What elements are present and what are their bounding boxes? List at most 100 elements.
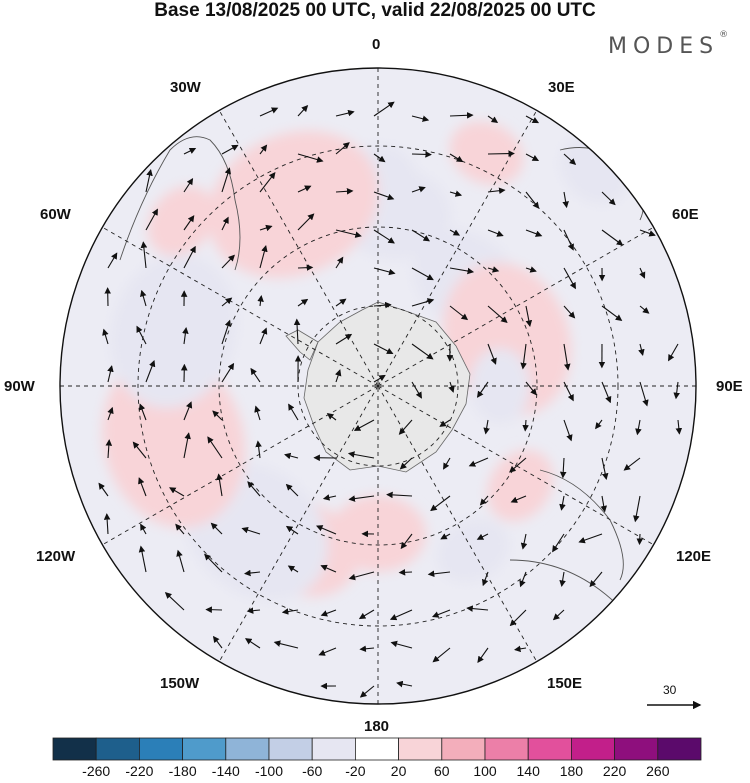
wind-arrow <box>601 457 609 480</box>
wind-arrow <box>509 457 527 473</box>
wind-arrow <box>284 452 299 460</box>
wind-arrow <box>145 169 153 193</box>
wind-arrow <box>107 365 114 383</box>
reference-vector-label: 30 <box>663 683 677 697</box>
wind-arrow <box>315 525 337 535</box>
wind-arrow <box>257 295 264 307</box>
colorbar-tick-label: 180 <box>559 763 584 779</box>
anomaly-contour <box>449 121 524 185</box>
wind-arrow <box>639 381 649 407</box>
wind-arrow <box>297 298 309 307</box>
wind-arrow <box>288 403 299 421</box>
wind-arrow <box>103 513 111 535</box>
brand-name: MODES <box>608 34 720 59</box>
lon-label-60e: 60E <box>672 206 699 223</box>
wind-arrow <box>353 419 375 431</box>
anomaly-field <box>102 121 651 661</box>
lon-label-120w: 120W <box>36 548 76 565</box>
colorbar-tick-label: -180 <box>168 763 197 779</box>
colorbar-tick-label: 100 <box>473 763 497 779</box>
wind-arrow <box>639 229 656 237</box>
wind-arrow <box>448 381 455 393</box>
wind-arrow <box>411 381 422 399</box>
wind-arrow <box>102 328 109 345</box>
wind-arrow <box>509 609 527 627</box>
wind-arrow <box>175 523 185 535</box>
wind-arrow <box>411 298 435 307</box>
wind-arrow <box>273 640 299 649</box>
wind-arrow <box>373 267 396 276</box>
wind-arrow <box>297 153 324 163</box>
wind-arrow <box>259 107 279 117</box>
wind-arrow <box>563 343 571 371</box>
colorbar-tick-label: 220 <box>602 763 627 779</box>
wind-arrow <box>589 571 603 588</box>
wind-arrow <box>297 264 314 271</box>
wind-arrow <box>411 267 434 281</box>
wind-arrow <box>400 533 413 550</box>
wind-arrow <box>449 112 474 119</box>
wind-arrow <box>287 565 299 573</box>
wind-arrow <box>247 481 261 497</box>
wind-arrow <box>216 473 223 497</box>
colorbar-swatch <box>182 737 227 761</box>
wind-arrow <box>559 571 566 587</box>
colorbar-tick-label: -260 <box>82 763 111 779</box>
wind-arrow <box>449 153 464 163</box>
wind-arrow <box>525 191 540 209</box>
wind-arrow <box>335 229 362 238</box>
lon-label-150e: 150E <box>547 675 583 692</box>
wind-arrow <box>250 367 261 383</box>
wind-arrow <box>241 526 261 535</box>
colorbar-swatch <box>138 737 183 761</box>
wind-arrow <box>675 419 683 435</box>
wind-arrow <box>411 343 434 360</box>
chart-title: Base 13/08/2025 00 UTC, valid 22/08/2025… <box>154 0 596 21</box>
anomaly-contour <box>436 518 509 583</box>
wind-arrow <box>514 645 527 653</box>
wind-arrow <box>477 647 489 663</box>
wind-arrow <box>443 457 451 470</box>
graticule <box>60 68 696 704</box>
wind-arrow <box>635 419 642 436</box>
globe-outline <box>59 67 697 705</box>
wind-arrow <box>183 215 195 231</box>
colorbar-swatch <box>311 737 356 761</box>
wind-arrow <box>427 570 451 578</box>
antarctica-landmass <box>285 301 471 473</box>
wind-arrow <box>487 150 515 157</box>
colorbar-swatch <box>484 737 529 761</box>
wind-arrow <box>373 374 386 383</box>
wind-arrow <box>563 419 573 442</box>
wind-arrow <box>244 569 261 577</box>
wind-arrow <box>563 229 574 251</box>
wind-arrow <box>525 153 540 162</box>
wind-arrow <box>432 647 451 663</box>
wind-arrow <box>487 305 508 324</box>
lon-label-150w: 150W <box>160 675 200 692</box>
wind-arrow <box>552 533 565 553</box>
wind-arrow <box>348 495 375 502</box>
wind-arrow <box>373 101 395 117</box>
wind-arrow <box>639 305 650 314</box>
wind-arrow <box>411 115 430 122</box>
wind-arrow <box>411 229 431 242</box>
colorbar-tick-label: 60 <box>434 763 450 779</box>
wind-arrow <box>525 229 543 237</box>
wind-arrow <box>431 609 451 618</box>
wind-arrow <box>132 441 147 459</box>
wind-arrow <box>479 495 489 506</box>
wind-arrow <box>449 229 461 236</box>
wind-arrow <box>169 487 185 497</box>
wind-arrow <box>182 327 189 345</box>
wind-arrow <box>668 343 679 362</box>
wind-arrow <box>164 592 185 611</box>
wind-arrow <box>212 410 223 421</box>
wind-arrow <box>183 147 197 155</box>
wind-arrow <box>552 609 565 621</box>
wind-arrow <box>600 495 608 513</box>
wind-arrow <box>563 267 576 290</box>
wind-arrow <box>483 419 490 435</box>
wind-arrow <box>520 533 528 550</box>
